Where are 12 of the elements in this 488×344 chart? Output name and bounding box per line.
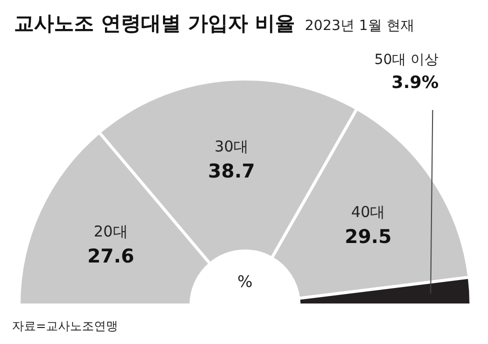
text: 자료=교사노조연맹 (12, 319, 118, 333)
data-label: 27.6 (87, 246, 134, 268)
chart-title: 교사노조 연령대별 가입자 비율 (14, 11, 295, 35)
data-label: 3.9% (391, 73, 439, 93)
slice-label: 50대 이상 (374, 52, 439, 68)
data-label: 38.7 (208, 160, 255, 183)
chart-subtitle: 2023년 1월 현재 (304, 18, 414, 34)
slice-label: 40대 (351, 202, 386, 221)
slice-label: 20대 (94, 222, 128, 241)
text: % (237, 272, 253, 291)
slice-label: 30대 (214, 138, 249, 156)
data-label: 29.5 (344, 226, 392, 248)
